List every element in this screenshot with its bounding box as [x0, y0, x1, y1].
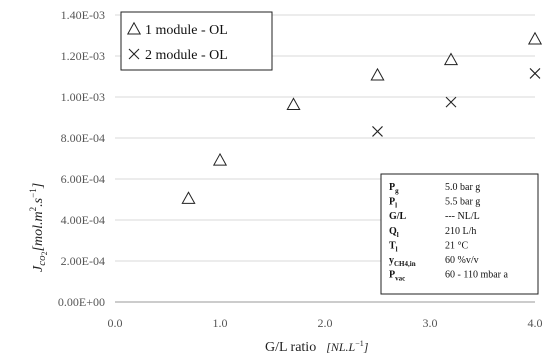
- y-tick-label: 6.00E-04: [61, 172, 105, 186]
- y-tick-label: 1.00E-03: [61, 90, 105, 104]
- param-name: Ql: [389, 226, 399, 239]
- y-tick-label: 2.00E-04: [61, 254, 105, 268]
- param-name: Pvac: [389, 270, 405, 283]
- x-tick-labels: 0.0 1.0 2.0 3.0 4.0: [108, 316, 543, 330]
- data-point-x: [445, 96, 457, 108]
- param-value: 60 - 110 mbar a: [445, 270, 509, 281]
- legend-marker-triangle: [126, 21, 142, 35]
- x-tick-label: 3.0: [423, 316, 438, 330]
- data-point-triangle: [181, 191, 196, 204]
- param-value: 210 L/h: [445, 226, 476, 237]
- y-tick-label: 4.00E-04: [61, 213, 105, 227]
- data-point-triangle: [370, 67, 385, 81]
- x-tick-label: 1.0: [213, 316, 228, 330]
- y-tick-label: 1.40E-03: [61, 8, 105, 22]
- y-tick-label: 0.00E+00: [58, 295, 105, 309]
- data-point-x: [372, 126, 383, 137]
- param-name: yCH4,in: [389, 255, 416, 268]
- param-value: 60 %v/v: [445, 255, 479, 266]
- param-value: --- NL/L: [445, 211, 480, 222]
- x-tick-label: 0.0: [108, 316, 123, 330]
- legend-label: 2 module - OL: [145, 48, 228, 63]
- param-value: 21 °C: [445, 240, 468, 251]
- y-tick-label: 1.20E-03: [61, 49, 105, 63]
- data-points: [181, 31, 543, 204]
- parameters-box: Pg 5.0 bar g Pl 5.5 bar g G/L --- NL/L Ql 210 L…: [380, 173, 539, 295]
- x-axis-title: G/L ratio [NL.L−1]: [265, 339, 369, 355]
- legend: 1 module - OL 2 module - OL: [120, 11, 273, 71]
- param-name: Pg: [389, 182, 399, 195]
- data-point-triangle: [286, 97, 301, 111]
- y-tick-label: 8.00E-04: [61, 131, 105, 145]
- param-value: 5.5 bar g: [445, 197, 480, 208]
- param-name: Tl: [389, 240, 398, 253]
- data-point-triangle: [443, 52, 459, 66]
- x-tick-label: 4.0: [528, 316, 543, 330]
- data-point-x: [529, 68, 541, 79]
- param-name: Pl: [389, 197, 397, 210]
- legend-marker-x: [128, 48, 140, 60]
- y-tick-labels: 0.00E+00 2.00E-04 4.00E-04 6.00E-04 8.00E-04…: [58, 8, 105, 309]
- param-name: G/L: [389, 211, 407, 222]
- data-point-triangle: [527, 31, 543, 45]
- y-axis-title: Jco2[mol.m2.s−1]: [28, 183, 49, 272]
- x-tick-label: 2.0: [318, 316, 333, 330]
- data-point-triangle: [212, 152, 228, 166]
- param-value: 5.0 bar g: [445, 182, 480, 193]
- legend-label: 1 module - OL: [145, 23, 228, 38]
